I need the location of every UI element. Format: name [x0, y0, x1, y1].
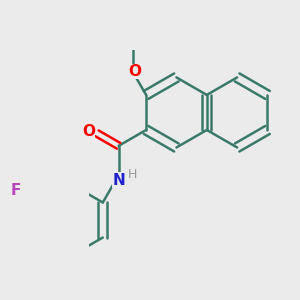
Text: N: N — [112, 172, 125, 188]
Text: O: O — [82, 124, 95, 139]
Text: F: F — [11, 183, 21, 198]
Text: O: O — [128, 64, 141, 79]
Text: H: H — [128, 168, 137, 181]
